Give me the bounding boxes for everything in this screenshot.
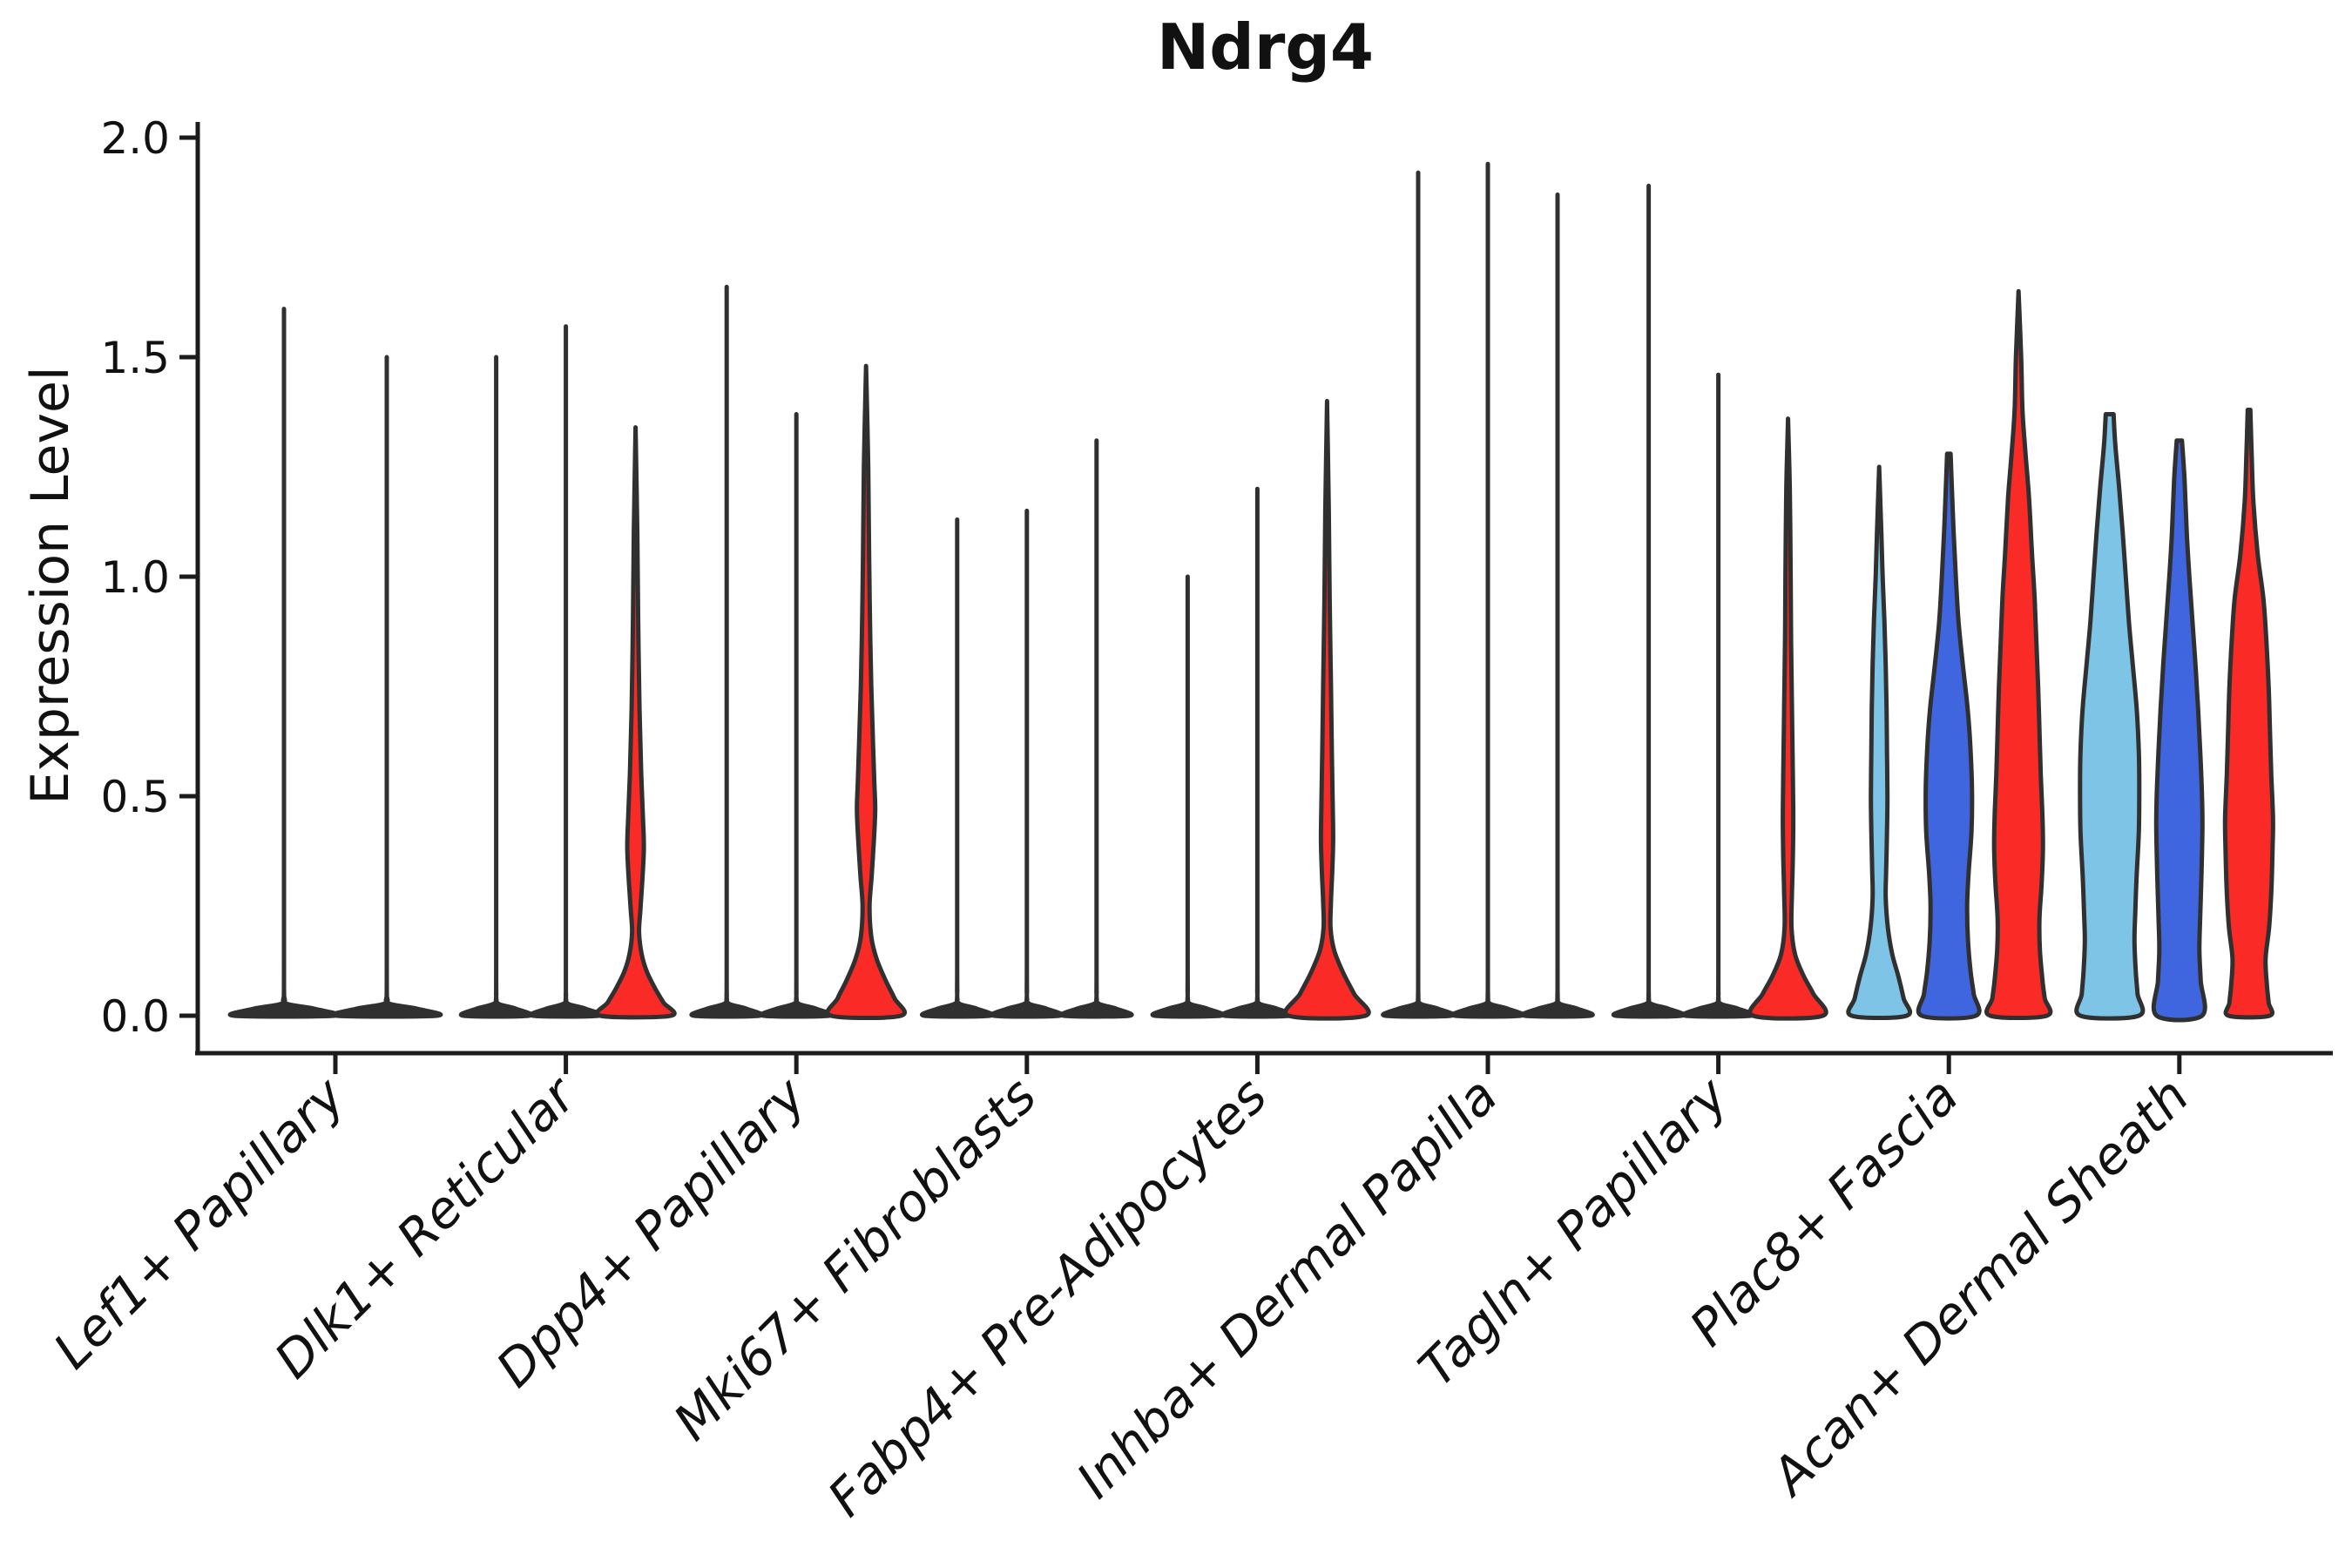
violin-inhba-dermal-papilla-lightblue	[1381, 170, 1456, 1019]
violin-tagln-papillary-blue	[1680, 372, 1756, 1019]
y-tick-label: 0.5	[100, 772, 170, 822]
violin-inhba-dermal-papilla-blue	[1450, 161, 1525, 1019]
violin-dlk1-reticular-blue	[528, 324, 604, 1019]
violin-acan-dermal-sheath-red	[2222, 408, 2275, 1020]
violin-dpp4-papillary-lightblue	[689, 284, 764, 1019]
violin-plac8-fascia-red	[1984, 288, 2053, 1021]
violin-dpp4-papillary-blue	[759, 412, 834, 1019]
x-tick-label-fabp4-pre-adipocytes: Fabp4+ Pre-Adipocytes	[816, 1066, 1278, 1528]
violin-mki67-fibroblasts-blue	[990, 508, 1064, 1019]
violin-inhba-dermal-papilla-red	[1520, 193, 1595, 1019]
violin-lef1-papillary-lightblue	[227, 307, 341, 1019]
violin-mki67-fibroblasts-lightblue	[920, 517, 995, 1019]
y-tick-label: 1.0	[100, 552, 170, 603]
violin-dpp4-papillary-red	[825, 363, 908, 1021]
y-tick-label: 0.0	[100, 991, 170, 1042]
violin-lef1-papillary-blue	[330, 355, 443, 1019]
violin-fabp4-pre-adipocytes-lightblue	[1150, 574, 1226, 1019]
y-tick-label: 2.0	[100, 113, 170, 164]
violin-plac8-fascia-lightblue	[1846, 464, 1913, 1021]
y-tick-label: 1.5	[100, 333, 170, 383]
violin-acan-dermal-sheath-blue	[2151, 438, 2207, 1023]
x-tick-label-inhba-dermal-papilla: Inhba+ Dermal Papilla	[1065, 1066, 1509, 1510]
x-tick-label-acan-dermal-sheath: Acan+ Dermal Sheath	[1758, 1066, 2200, 1509]
violin-mki67-fibroblasts-red	[1059, 438, 1134, 1019]
violin-fabp4-pre-adipocytes-blue	[1220, 486, 1295, 1019]
violin-dlk1-reticular-red	[594, 425, 677, 1020]
violin-plac8-fascia-blue	[1916, 451, 1982, 1021]
violin-tagln-papillary-red	[1747, 416, 1828, 1021]
violin-dlk1-reticular-lightblue	[458, 355, 534, 1019]
violin-fabp4-pre-adipocytes-red	[1283, 398, 1371, 1021]
violin-tagln-papillary-lightblue	[1611, 183, 1686, 1019]
chart-title: Ndrg4	[1157, 10, 1374, 84]
violin-acan-dermal-sheath-lightblue	[2074, 412, 2146, 1021]
